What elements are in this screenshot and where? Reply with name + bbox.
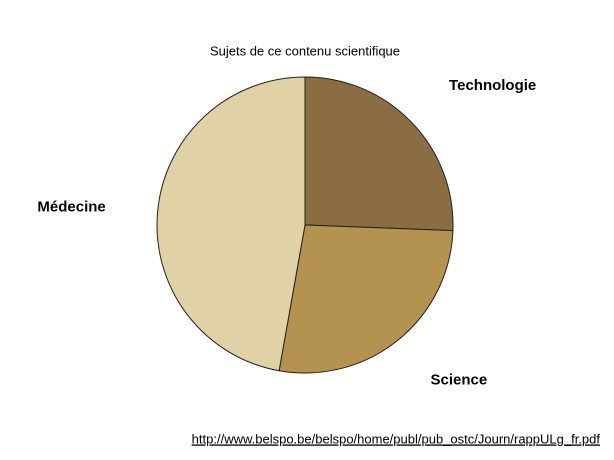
pie-slice bbox=[156, 76, 306, 372]
slice-label: Technologie bbox=[449, 77, 536, 94]
source-link[interactable]: http://www.belspo.be/belspo/home/publ/pu… bbox=[192, 431, 601, 446]
pie-slice bbox=[304, 76, 454, 232]
pie-slice bbox=[278, 224, 454, 374]
chart-title: Sujets de ce contenu scientifique bbox=[210, 43, 400, 58]
slice-label: Science bbox=[431, 372, 488, 389]
slice-label: Médecine bbox=[37, 198, 105, 215]
